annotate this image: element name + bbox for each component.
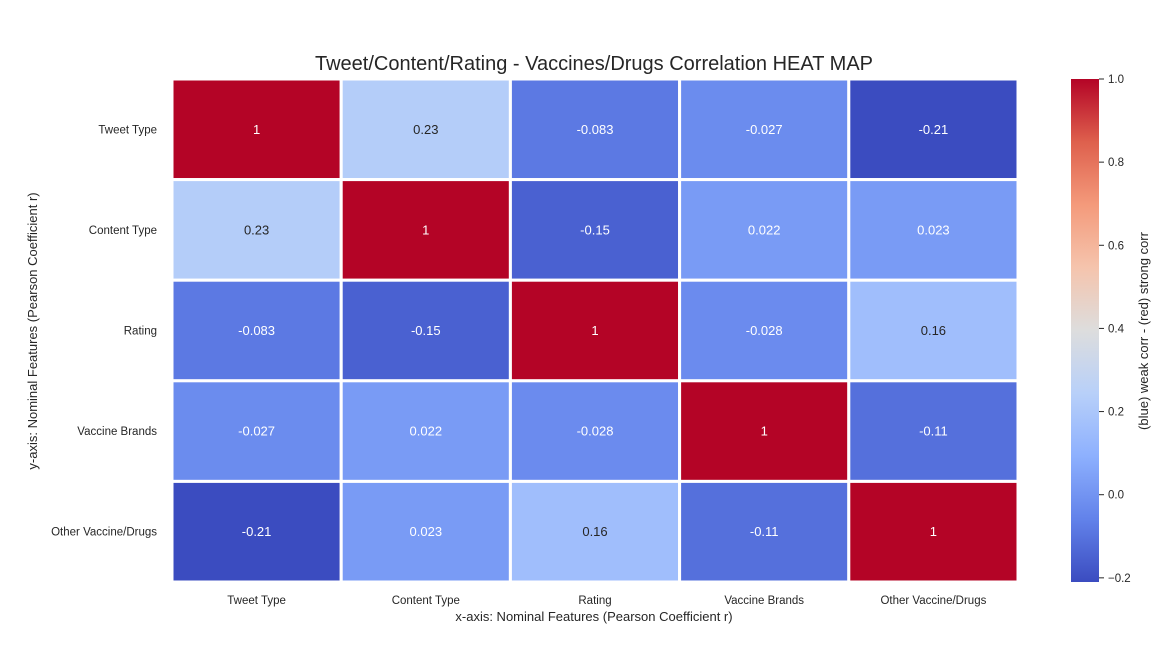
cell-value-label: 1 — [253, 122, 260, 137]
cell-value-label: 0.23 — [413, 122, 438, 137]
y-tick-label: Content Type — [89, 225, 157, 237]
cell-value-label: -0.21 — [242, 524, 272, 539]
cell-value-label: -0.083 — [238, 323, 275, 338]
colorbar-tick-label: 0.0 — [1108, 490, 1124, 502]
heatmap-cell — [339, 278, 512, 383]
cell-value-label: 0.023 — [917, 222, 950, 237]
cell-value-label: -0.11 — [750, 524, 779, 539]
heatmap-cell — [170, 479, 343, 584]
cell-value-label: 0.022 — [410, 424, 443, 439]
colorbar-label: (blue) weak corr - (red) strong corr — [1136, 231, 1151, 430]
cell-value-label: 0.023 — [410, 524, 443, 539]
colorbar-tick-label: 0.4 — [1108, 323, 1125, 335]
colorbar-tick-label: −0.2 — [1108, 573, 1131, 585]
cell-value-label: 0.16 — [582, 524, 607, 539]
x-tick-labels: Tweet Type Content Type Rating Vaccine Bran… — [227, 595, 986, 607]
y-tick-label: Tweet Type — [98, 124, 157, 136]
colorbar-tick-label: 0.8 — [1108, 157, 1124, 169]
colorbar-tick-label: 0.2 — [1108, 407, 1124, 419]
cell-value-label: 0.16 — [921, 323, 946, 338]
colorbar-tick-label: 0.6 — [1108, 240, 1124, 252]
heatmap-cell — [170, 77, 343, 182]
heatmap-cell — [678, 379, 851, 483]
heatmap-cell — [508, 379, 682, 483]
y-tick-label: Vaccine Brands — [77, 426, 157, 438]
heatmap-cell — [508, 178, 682, 282]
heatmap-cell — [847, 178, 1020, 282]
heatmap-cells: 1 0.23 -0.083 -0.027 -0.21 0.23 1 -0.15 0.022 0.0… — [170, 77, 1020, 584]
heatmap-cell — [339, 77, 512, 182]
y-tick-label: Rating — [124, 326, 157, 338]
heatmap-cell — [847, 479, 1020, 584]
x-tick-label: Content Type — [392, 595, 460, 607]
x-tick-label: Vaccine Brands — [724, 595, 804, 607]
chart-title: Tweet/Content/Rating - Vaccines/Drugs Co… — [315, 53, 873, 75]
heatmap-cell — [170, 178, 343, 282]
cell-value-label: -0.028 — [577, 424, 614, 439]
x-tick-label: Tweet Type — [227, 595, 286, 607]
cell-value-label: -0.027 — [746, 122, 783, 137]
cell-value-label: 1 — [591, 323, 598, 338]
heatmap-cell — [339, 479, 512, 584]
cell-value-label: -0.21 — [919, 122, 949, 137]
heatmap-cell — [339, 379, 512, 483]
x-tick-label: Rating — [578, 595, 611, 607]
colorbar-ticks: 1.0 0.8 0.6 0.4 0.2 0.0 −0.2 — [1099, 74, 1131, 585]
y-tick-labels: Tweet Type Content Type Rating Vaccine Bran… — [51, 124, 157, 538]
x-tick-label: Other Vaccine/Drugs — [880, 595, 986, 607]
heatmap-cell — [508, 479, 682, 584]
cell-value-label: -0.11 — [919, 424, 948, 439]
heatmap-cell — [847, 379, 1020, 483]
heatmap-cell — [678, 278, 851, 383]
cell-value-label: -0.083 — [577, 122, 614, 137]
y-axis-label: y-axis: Nominal Features (Pearson Coeffi… — [25, 192, 40, 469]
cell-value-label: -0.027 — [238, 424, 275, 439]
y-tick-label: Other Vaccine/Drugs — [51, 527, 157, 539]
cell-value-label: -0.028 — [746, 323, 783, 338]
cell-value-label: 1 — [761, 424, 768, 439]
colorbar-tick-label: 1.0 — [1108, 74, 1124, 86]
heatmap-cell — [170, 379, 343, 483]
cell-value-label: 1 — [422, 222, 429, 237]
x-axis-label: x-axis: Nominal Features (Pearson Coeffi… — [455, 609, 732, 624]
cell-value-label: -0.15 — [411, 323, 441, 338]
cell-value-label: 1 — [930, 524, 937, 539]
cell-value-label: 0.022 — [748, 222, 781, 237]
cell-value-label: -0.15 — [580, 222, 610, 237]
colorbar — [1071, 79, 1099, 582]
cell-value-label: 0.23 — [244, 222, 269, 237]
